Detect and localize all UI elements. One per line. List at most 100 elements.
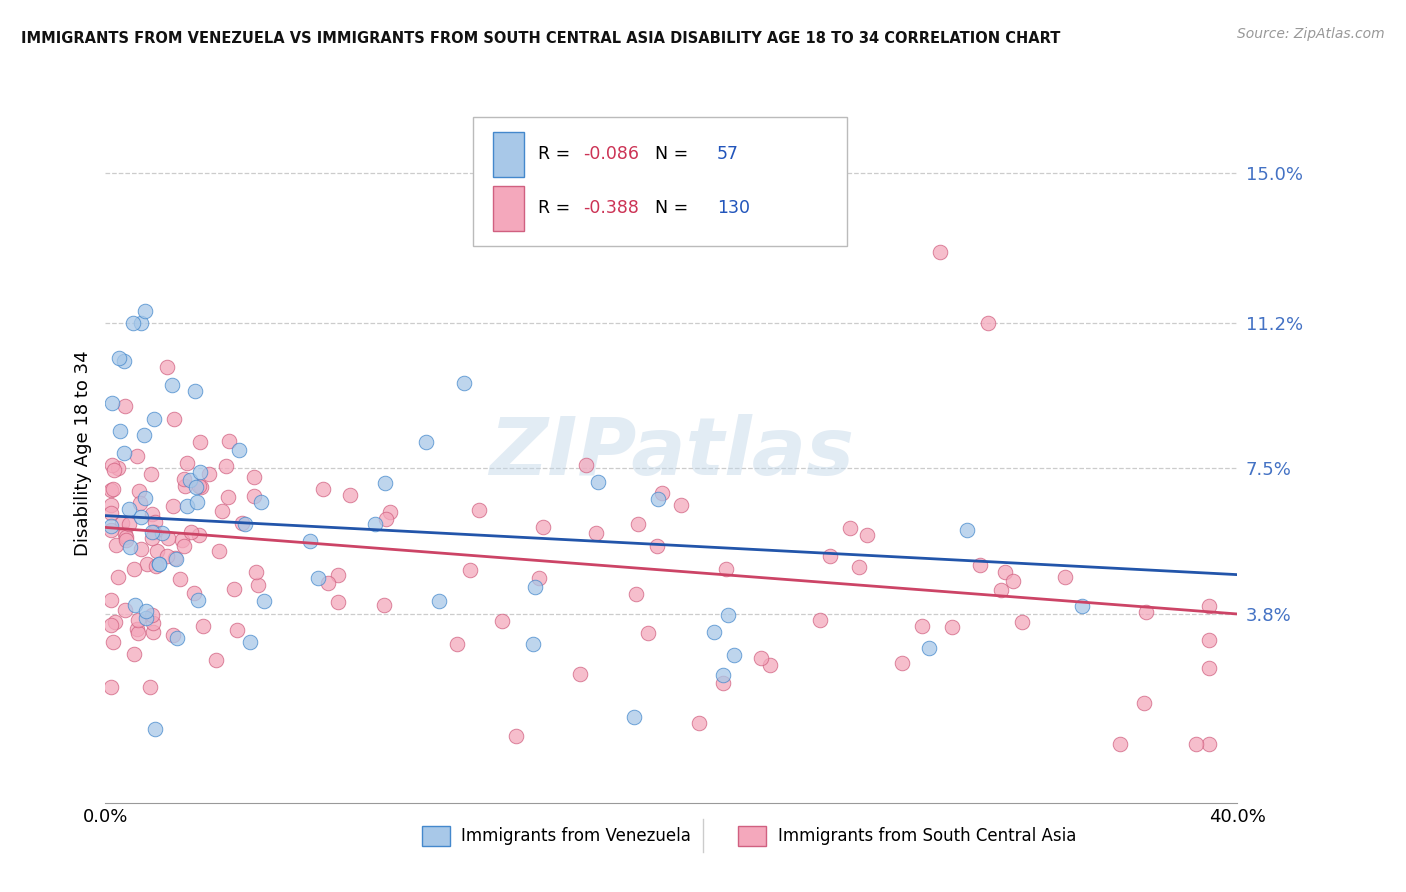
Point	[585, 525, 607, 540]
Point	[941, 620, 963, 634]
Point	[231, 516, 253, 530]
Point	[101, 458, 124, 472]
Point	[374, 476, 396, 491]
Point	[141, 525, 163, 540]
Point	[108, 424, 131, 438]
Point	[124, 598, 146, 612]
Point	[749, 651, 772, 665]
Point	[187, 527, 209, 541]
FancyBboxPatch shape	[492, 186, 524, 231]
Point	[1198, 633, 1220, 648]
Point	[190, 480, 212, 494]
Text: Immigrants from Venezuela: Immigrants from Venezuela	[461, 827, 690, 845]
Point	[427, 593, 450, 607]
FancyBboxPatch shape	[474, 117, 846, 246]
Text: R =: R =	[538, 199, 575, 218]
Point	[129, 496, 152, 510]
Point	[112, 446, 135, 460]
Text: Immigrants from South Central Asia: Immigrants from South Central Asia	[778, 827, 1076, 845]
Point	[145, 559, 167, 574]
Point	[141, 507, 163, 521]
Point	[1053, 570, 1076, 584]
Point	[191, 619, 214, 633]
Point	[373, 598, 395, 612]
Text: 130: 130	[717, 199, 749, 218]
Point	[198, 467, 221, 482]
Point	[188, 465, 211, 479]
Point	[458, 564, 481, 578]
Point	[311, 483, 333, 497]
Point	[224, 582, 246, 596]
Point	[298, 533, 321, 548]
Point	[1070, 599, 1092, 613]
Point	[378, 505, 401, 519]
Point	[173, 472, 195, 486]
Point	[848, 560, 870, 574]
Point	[808, 613, 831, 627]
Point	[169, 572, 191, 586]
Point	[176, 456, 198, 470]
Point	[100, 483, 122, 497]
Point	[820, 549, 842, 563]
Point	[1133, 697, 1156, 711]
Text: N =: N =	[644, 145, 695, 163]
Point	[188, 434, 211, 449]
Point	[523, 580, 546, 594]
Point	[339, 488, 361, 502]
Text: Source: ZipAtlas.com: Source: ZipAtlas.com	[1237, 27, 1385, 41]
Point	[505, 729, 527, 743]
Point	[134, 428, 156, 442]
Point	[531, 520, 554, 534]
Point	[135, 604, 157, 618]
Point	[717, 607, 740, 622]
Point	[1198, 737, 1220, 751]
Point	[918, 641, 941, 656]
FancyBboxPatch shape	[492, 132, 524, 178]
Point	[179, 473, 201, 487]
Point	[162, 628, 184, 642]
Point	[363, 516, 385, 531]
Point	[208, 544, 231, 558]
Point	[104, 615, 127, 629]
Point	[253, 593, 276, 607]
Point	[141, 607, 163, 622]
Point	[228, 442, 250, 457]
Point	[645, 539, 668, 553]
Point	[183, 585, 205, 599]
Point	[118, 502, 141, 516]
Point	[318, 575, 340, 590]
Point	[173, 478, 195, 492]
Point	[142, 524, 165, 539]
Point	[142, 625, 165, 640]
Point	[122, 647, 145, 661]
Point	[218, 434, 240, 449]
Point	[187, 592, 209, 607]
Text: N =: N =	[644, 199, 695, 218]
Point	[245, 566, 267, 580]
Point	[100, 593, 122, 607]
Point	[162, 500, 184, 514]
Point	[467, 503, 489, 517]
Point	[624, 587, 647, 601]
Point	[114, 399, 136, 413]
Point	[994, 565, 1017, 579]
Point	[575, 458, 598, 472]
Point	[522, 637, 544, 651]
Text: -0.388: -0.388	[583, 199, 638, 218]
Point	[243, 469, 266, 483]
Point	[1198, 599, 1220, 613]
Point	[101, 396, 124, 410]
Text: IMMIGRANTS FROM VENEZUELA VS IMMIGRANTS FROM SOUTH CENTRAL ASIA DISABILITY AGE 1: IMMIGRANTS FROM VENEZUELA VS IMMIGRANTS …	[21, 31, 1060, 46]
Point	[114, 533, 136, 547]
Point	[129, 316, 152, 330]
Point	[114, 527, 136, 541]
Point	[1011, 615, 1033, 629]
Point	[142, 616, 165, 631]
Point	[328, 567, 350, 582]
Point	[1135, 605, 1157, 619]
Point	[180, 524, 202, 539]
Point	[131, 510, 153, 524]
Point	[122, 316, 145, 330]
Point	[134, 491, 156, 506]
Point	[142, 411, 165, 425]
